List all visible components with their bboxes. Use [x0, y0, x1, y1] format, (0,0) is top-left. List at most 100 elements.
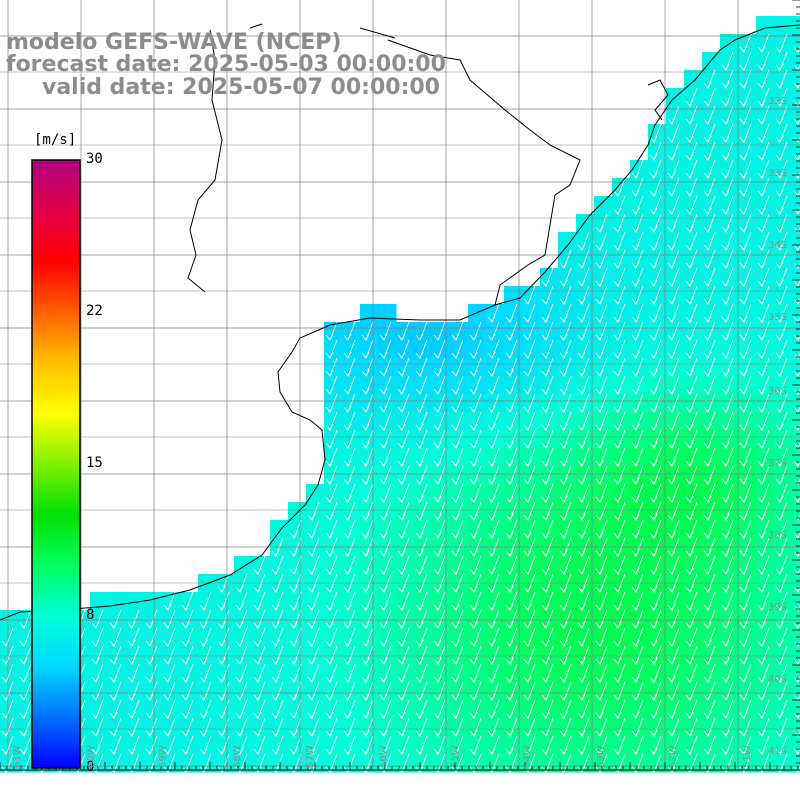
lat-lon-grid [0, 0, 800, 770]
wind-arrow [685, 123, 698, 143]
wind-arrow [721, 483, 734, 503]
wind-arrow [199, 609, 212, 629]
wind-arrow [325, 429, 338, 449]
wind-arrow [757, 393, 770, 413]
wind-arrow [541, 375, 554, 395]
wind-arrow [595, 393, 608, 413]
wind-arrow [127, 663, 140, 683]
wind-arrow [451, 591, 464, 611]
wind-arrow [667, 429, 680, 449]
wind-arrow [613, 681, 626, 701]
wind-arrow [577, 699, 590, 719]
coastline [0, 23, 800, 621]
wind-arrow [757, 591, 770, 611]
wind-arrow [415, 753, 428, 773]
wind-arrow [703, 375, 716, 395]
wind-arrow [469, 627, 482, 647]
wind-arrow [181, 609, 194, 629]
wind-arrow [667, 501, 680, 521]
wind-arrow [343, 483, 356, 503]
wind-arrow [505, 321, 518, 341]
wind-cell [684, 70, 703, 89]
wind-arrow [469, 375, 482, 395]
wind-arrow [577, 357, 590, 377]
wind-arrow [253, 735, 266, 755]
map-title-valid-date: valid date: 2025-05-07 00:00:00 [42, 75, 440, 100]
wind-arrow [307, 501, 320, 521]
wind-arrow [739, 699, 752, 719]
wind-arrow [451, 429, 464, 449]
wind-cell [792, 142, 800, 161]
wind-arrow [379, 447, 392, 467]
wind-arrow [541, 339, 554, 359]
wind-cell [792, 610, 800, 629]
wind-arrow [649, 267, 662, 287]
wind-arrow [685, 519, 698, 539]
wind-arrow [793, 765, 800, 773]
wind-arrow [415, 429, 428, 449]
wind-arrow [397, 627, 410, 647]
wind-arrow [577, 411, 590, 431]
wind-arrow [325, 321, 338, 341]
wind-arrow [235, 717, 248, 737]
wind-arrow [271, 699, 284, 719]
wind-arrow [775, 231, 788, 251]
lat-label: 39S [768, 602, 788, 613]
wind-arrow [415, 375, 428, 395]
wind-arrow [541, 411, 554, 431]
wind-arrow [685, 609, 698, 629]
wind-arrow [739, 465, 752, 485]
wind-arrow [631, 717, 644, 737]
wind-arrow [523, 447, 536, 467]
wind-arrow [721, 195, 734, 215]
wind-arrow [613, 339, 626, 359]
wind-arrow [703, 303, 716, 323]
wind-arrow [145, 717, 158, 737]
wind-arrow [739, 717, 752, 737]
wind-arrow [703, 699, 716, 719]
wind-arrow [793, 261, 800, 269]
wind-arrow [361, 555, 374, 575]
wind-arrow [487, 303, 500, 323]
wind-arrow [739, 447, 752, 467]
wind-arrow [613, 249, 626, 269]
wind-arrow [343, 447, 356, 467]
wind-arrow [343, 429, 356, 449]
wind-arrow [631, 231, 644, 251]
wind-arrow [685, 213, 698, 233]
wind-arrow [685, 627, 698, 647]
wind-arrow [217, 717, 230, 737]
wind-arrow [235, 645, 248, 665]
wind-arrow [685, 429, 698, 449]
wind-arrow [325, 753, 338, 773]
wind-arrow [253, 591, 266, 611]
wind-arrow [487, 681, 500, 701]
wind-arrow [613, 447, 626, 467]
wind-arrow [559, 429, 572, 449]
wind-arrow [451, 411, 464, 431]
wind-arrow [199, 591, 212, 611]
wind-arrow [631, 591, 644, 611]
wind-arrow [217, 609, 230, 629]
lon-label: 53W [596, 745, 607, 768]
wind-arrow [631, 159, 644, 179]
wind-cell [792, 160, 800, 179]
wind-cell [792, 718, 800, 737]
wind-arrow [721, 339, 734, 359]
wind-arrow [469, 501, 482, 521]
wind-arrow [397, 501, 410, 521]
wind-arrow [307, 609, 320, 629]
wind-arrow [631, 645, 644, 665]
wind-arrow [775, 627, 788, 647]
wind-arrow [649, 177, 662, 197]
wind-arrow [271, 591, 284, 611]
wind-arrow [685, 699, 698, 719]
wind-arrow [343, 699, 356, 719]
wind-arrow [271, 645, 284, 665]
wind-arrow [253, 645, 266, 665]
wind-arrow [307, 591, 320, 611]
wind-arrow [505, 429, 518, 449]
wind-arrow [757, 231, 770, 251]
wind-arrow [523, 627, 536, 647]
lat-label: 32S [768, 96, 788, 107]
